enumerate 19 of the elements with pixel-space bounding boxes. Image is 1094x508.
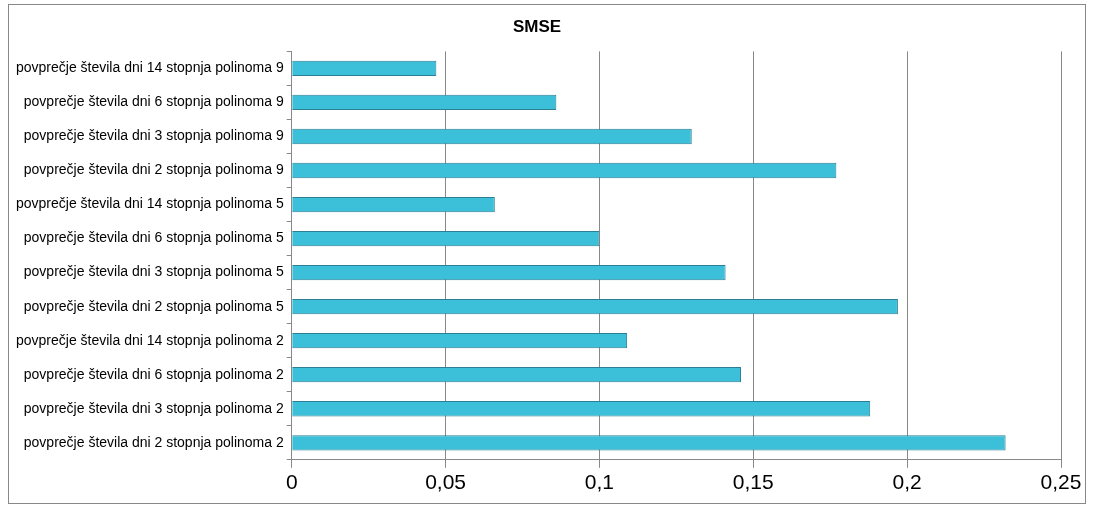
x-tick-label: 0,2 (892, 470, 922, 494)
y-tick-label: povprečje števila dni 14 stopnja polinoma 5 (15, 195, 284, 212)
y-tick-label: povprečje števila dni 14 stopnja polinoma 9 (15, 59, 284, 76)
y-tick-label: povprečje števila dni 3 stopnja polinoma 9 (23, 127, 284, 144)
x-tick-label: 0,25 (1040, 470, 1082, 494)
y-tick-label: povprečje števila dni 3 stopnja polinoma 5 (23, 263, 284, 280)
y-tick-label: povprečje števila dni 14 stopnja polinoma 2 (15, 331, 284, 348)
x-tick-label: 0,1 (584, 470, 615, 494)
chart-title: SMSE (512, 16, 562, 36)
y-tick-label: povprečje števila dni 6 stopnja polinoma 5 (23, 229, 284, 246)
y-tick-label: povprečje števila dni 6 stopnja polinoma 9 (23, 93, 284, 110)
x-tick-label: 0,05 (425, 470, 467, 494)
x-tick-label: 0,15 (732, 470, 774, 494)
y-tick-label: povprečje števila dni 6 stopnja polinoma 2 (23, 365, 284, 382)
y-tick-label: povprečje števila dni 2 stopnja polinoma 9 (23, 161, 284, 178)
y-tick-label: povprečje števila dni 3 stopnja polinoma 2 (23, 399, 284, 416)
y-tick-label: povprečje števila dni 2 stopnja polinoma 2 (23, 433, 284, 450)
y-tick-label: povprečje števila dni 2 stopnja polinoma 5 (23, 297, 284, 314)
x-tick-label: 0 (285, 470, 298, 494)
